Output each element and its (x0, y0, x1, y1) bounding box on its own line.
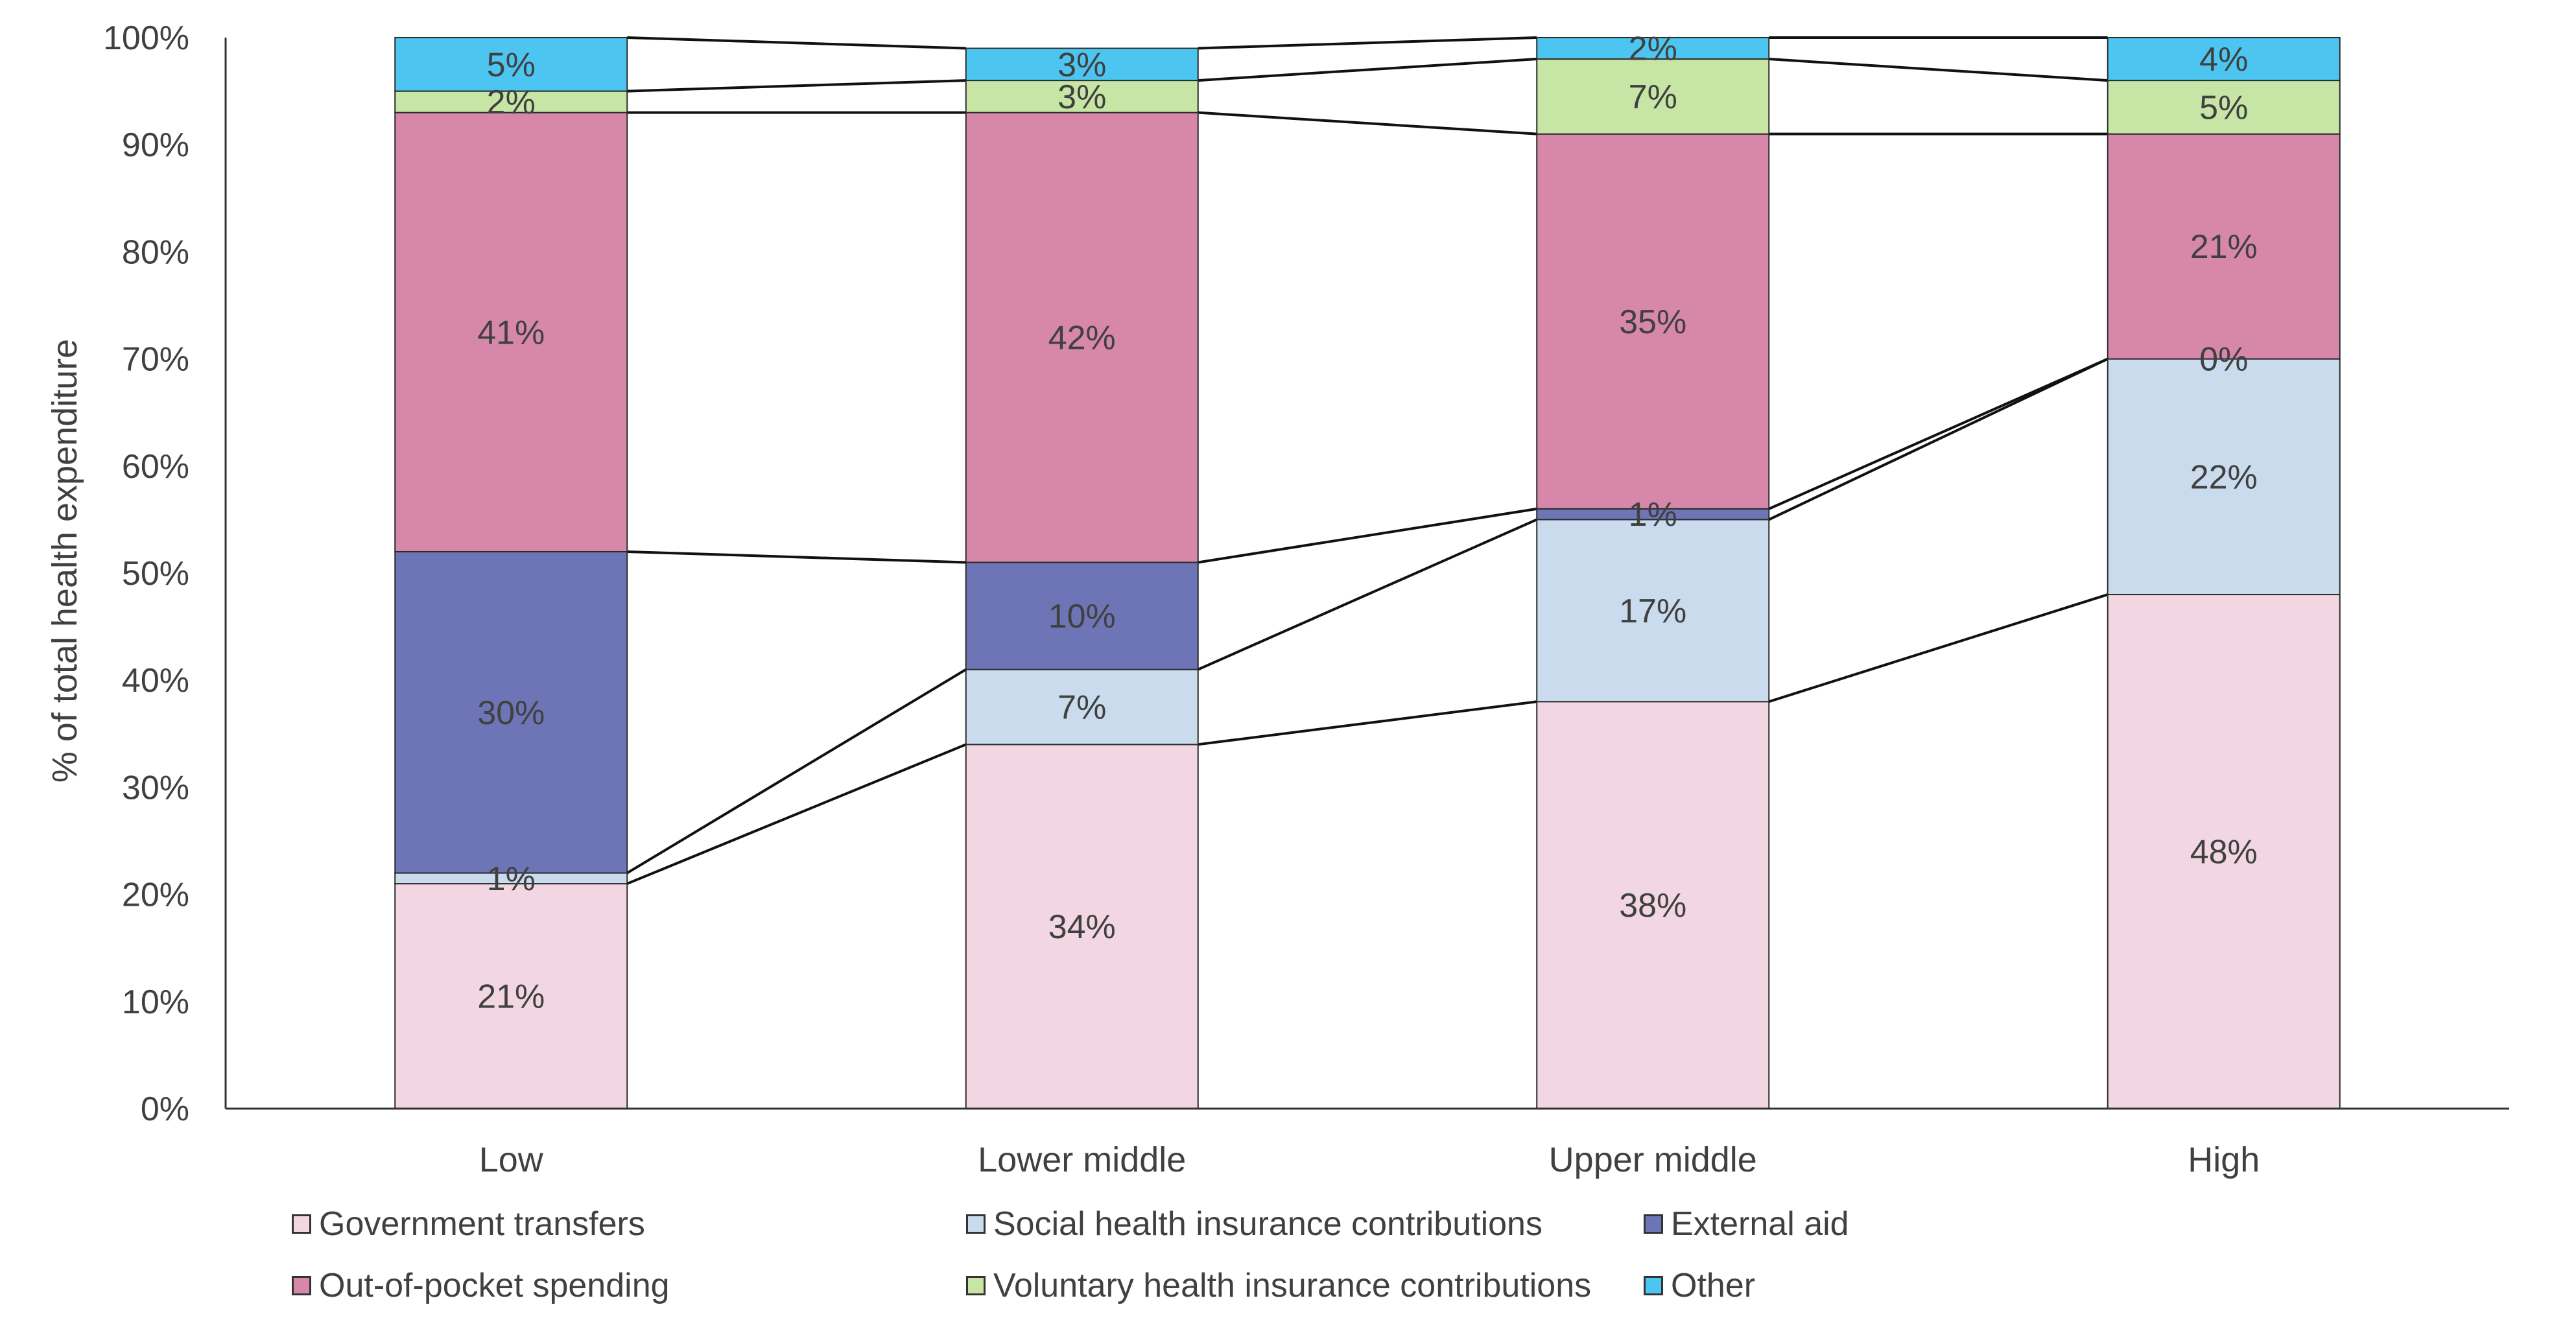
y-tick-label: 10% (122, 984, 189, 1021)
data-label: 17% (1619, 593, 1686, 630)
axes (224, 38, 2509, 1110)
bar-segment (1536, 133, 1770, 510)
y-tick-label: 30% (122, 769, 189, 807)
data-label: 21% (2190, 228, 2258, 266)
data-label: 3% (1058, 78, 1106, 116)
connector-line (1768, 593, 2109, 703)
bar-segment (1536, 58, 1770, 135)
data-label: 5% (2199, 89, 2248, 126)
bar-segment (965, 668, 1199, 746)
bar-segment (2107, 37, 2341, 82)
x-tick-label: Low (479, 1140, 544, 1179)
data-label: 38% (1619, 887, 1686, 925)
y-tick-label: 100% (103, 19, 189, 57)
bar-segment (2107, 594, 2341, 1109)
y-tick-label: 50% (122, 555, 189, 593)
bar-segment (2107, 133, 2341, 360)
connector-line (627, 550, 966, 564)
bar-segment (965, 561, 1199, 670)
series-connector-lines (626, 36, 2109, 885)
bar-segment (394, 883, 628, 1109)
connector-line (627, 79, 966, 93)
data-label: 2% (487, 84, 536, 121)
bar-segment (2107, 80, 2341, 135)
data-label: 22% (2190, 458, 2258, 496)
data-label: 4% (2199, 41, 2248, 78)
connector-line (1198, 111, 1537, 135)
y-tick-label: 0% (141, 1090, 189, 1128)
connector-line (1198, 36, 1537, 50)
connector-line (627, 36, 966, 50)
y-tick-label: 70% (122, 341, 189, 379)
data-label: 1% (487, 860, 536, 898)
y-tick-label: 60% (122, 448, 189, 486)
bar-segment (2107, 358, 2341, 596)
connector-line (1768, 357, 2109, 510)
bar-segment (965, 80, 1199, 113)
y-tick-label: 20% (122, 877, 189, 914)
bar-segment (965, 112, 1199, 563)
data-label: 34% (1048, 908, 1116, 946)
connector-line (626, 743, 967, 885)
bar-segment (1536, 37, 1770, 60)
x-tick-label: High (2188, 1140, 2260, 1179)
data-labels: 21% 34% 38% 48% 1% 7% 17% 22% 30% 10% 1% 0% 41% 42% 35… (477, 30, 2258, 1016)
bar-segment (1536, 701, 1770, 1109)
data-label: 2% (1629, 30, 1677, 68)
connector-line (626, 668, 967, 875)
data-label: 42% (1048, 320, 1116, 357)
data-label: 5% (487, 46, 536, 84)
data-label: 41% (477, 314, 545, 351)
data-label: 21% (477, 978, 545, 1016)
bar-segment (394, 90, 628, 113)
bar-segment (394, 112, 628, 552)
data-label: 7% (1058, 689, 1106, 727)
y-tick-label: 40% (122, 662, 189, 700)
bar-segment (965, 47, 1199, 82)
connector-line (1198, 507, 1537, 564)
data-label: 35% (1619, 303, 1686, 341)
data-label: 3% (1058, 46, 1106, 84)
data-label: 10% (1048, 598, 1116, 635)
connector-line (1198, 58, 1537, 82)
connector-line (1769, 58, 2108, 82)
data-label: 1% (1629, 496, 1677, 534)
x-tick-labels: Low Lower middle Upper middle High (479, 1140, 2260, 1179)
x-tick-label: Upper middle (1549, 1140, 1757, 1179)
data-label: 7% (1629, 78, 1677, 116)
x-tick-label: Lower middle (978, 1140, 1186, 1179)
connector-line (1768, 357, 2109, 521)
y-tick-label: 80% (122, 233, 189, 271)
connector-line (1197, 518, 1538, 671)
connector-line (1198, 700, 1537, 746)
bar-stacks (394, 37, 2341, 1109)
bar-segment (1536, 519, 1770, 703)
data-label: 30% (477, 694, 545, 732)
y-axis-label: % of total health expenditure (45, 339, 84, 783)
bar-segment (394, 37, 628, 92)
y-tick-label: 90% (122, 126, 189, 164)
bar-segment (394, 550, 628, 874)
data-label: 0% (2199, 341, 2248, 379)
y-tick-labels: 0% 10% 20% 30% 40% 50% 60% 70% 80% 90% 100% (103, 19, 189, 1128)
data-label: 48% (2190, 834, 2258, 871)
